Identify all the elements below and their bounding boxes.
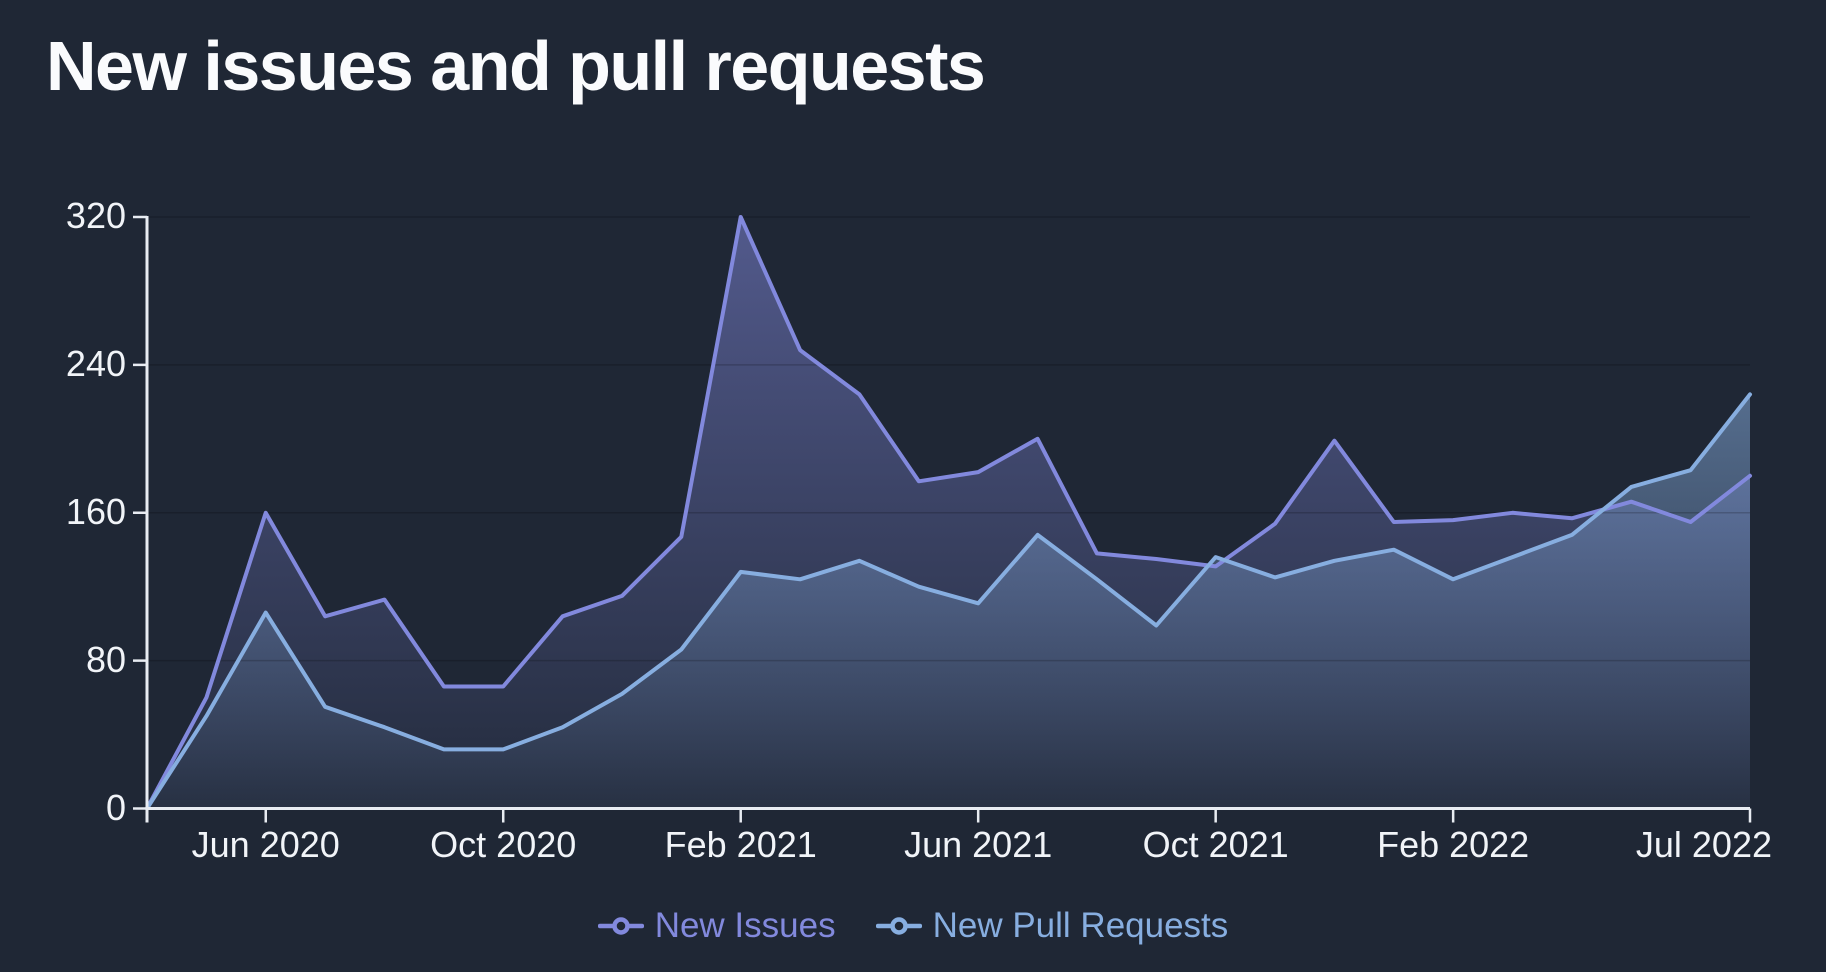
series-line-0[interactable] xyxy=(145,215,1752,811)
line-marker-icon xyxy=(597,917,644,935)
y-tick-label: 0 xyxy=(105,786,126,828)
series-area-1 xyxy=(147,394,1750,809)
line-marker-icon xyxy=(875,917,922,935)
x-tick-label: Jun 2021 xyxy=(904,824,1053,865)
y-tick-label: 240 xyxy=(65,343,126,385)
x-tick-label: Oct 2021 xyxy=(1142,824,1289,865)
y-tick-label: 160 xyxy=(65,490,126,532)
chart-legend: New Issues New Pull Requests xyxy=(0,906,1826,946)
x-tick-label: Feb 2021 xyxy=(664,824,817,865)
legend-label: New Issues xyxy=(654,906,836,945)
chart-title: New issues and pull requests xyxy=(46,27,986,105)
x-tick-label: Oct 2020 xyxy=(430,824,577,865)
y-tick-label: 80 xyxy=(85,638,126,680)
legend-label: New Pull Requests xyxy=(932,906,1229,945)
y-tick-label: 320 xyxy=(65,195,126,237)
x-tick-label: Jul 2022 xyxy=(1635,824,1772,865)
x-tick-label: Jun 2020 xyxy=(191,824,340,865)
series-line-1[interactable] xyxy=(145,392,1752,811)
x-tick-label: Feb 2022 xyxy=(1377,824,1530,865)
legend-item-new-pull-requests[interactable]: New Pull Requests xyxy=(875,906,1229,946)
legend-item-new-issues[interactable]: New Issues xyxy=(597,906,836,946)
